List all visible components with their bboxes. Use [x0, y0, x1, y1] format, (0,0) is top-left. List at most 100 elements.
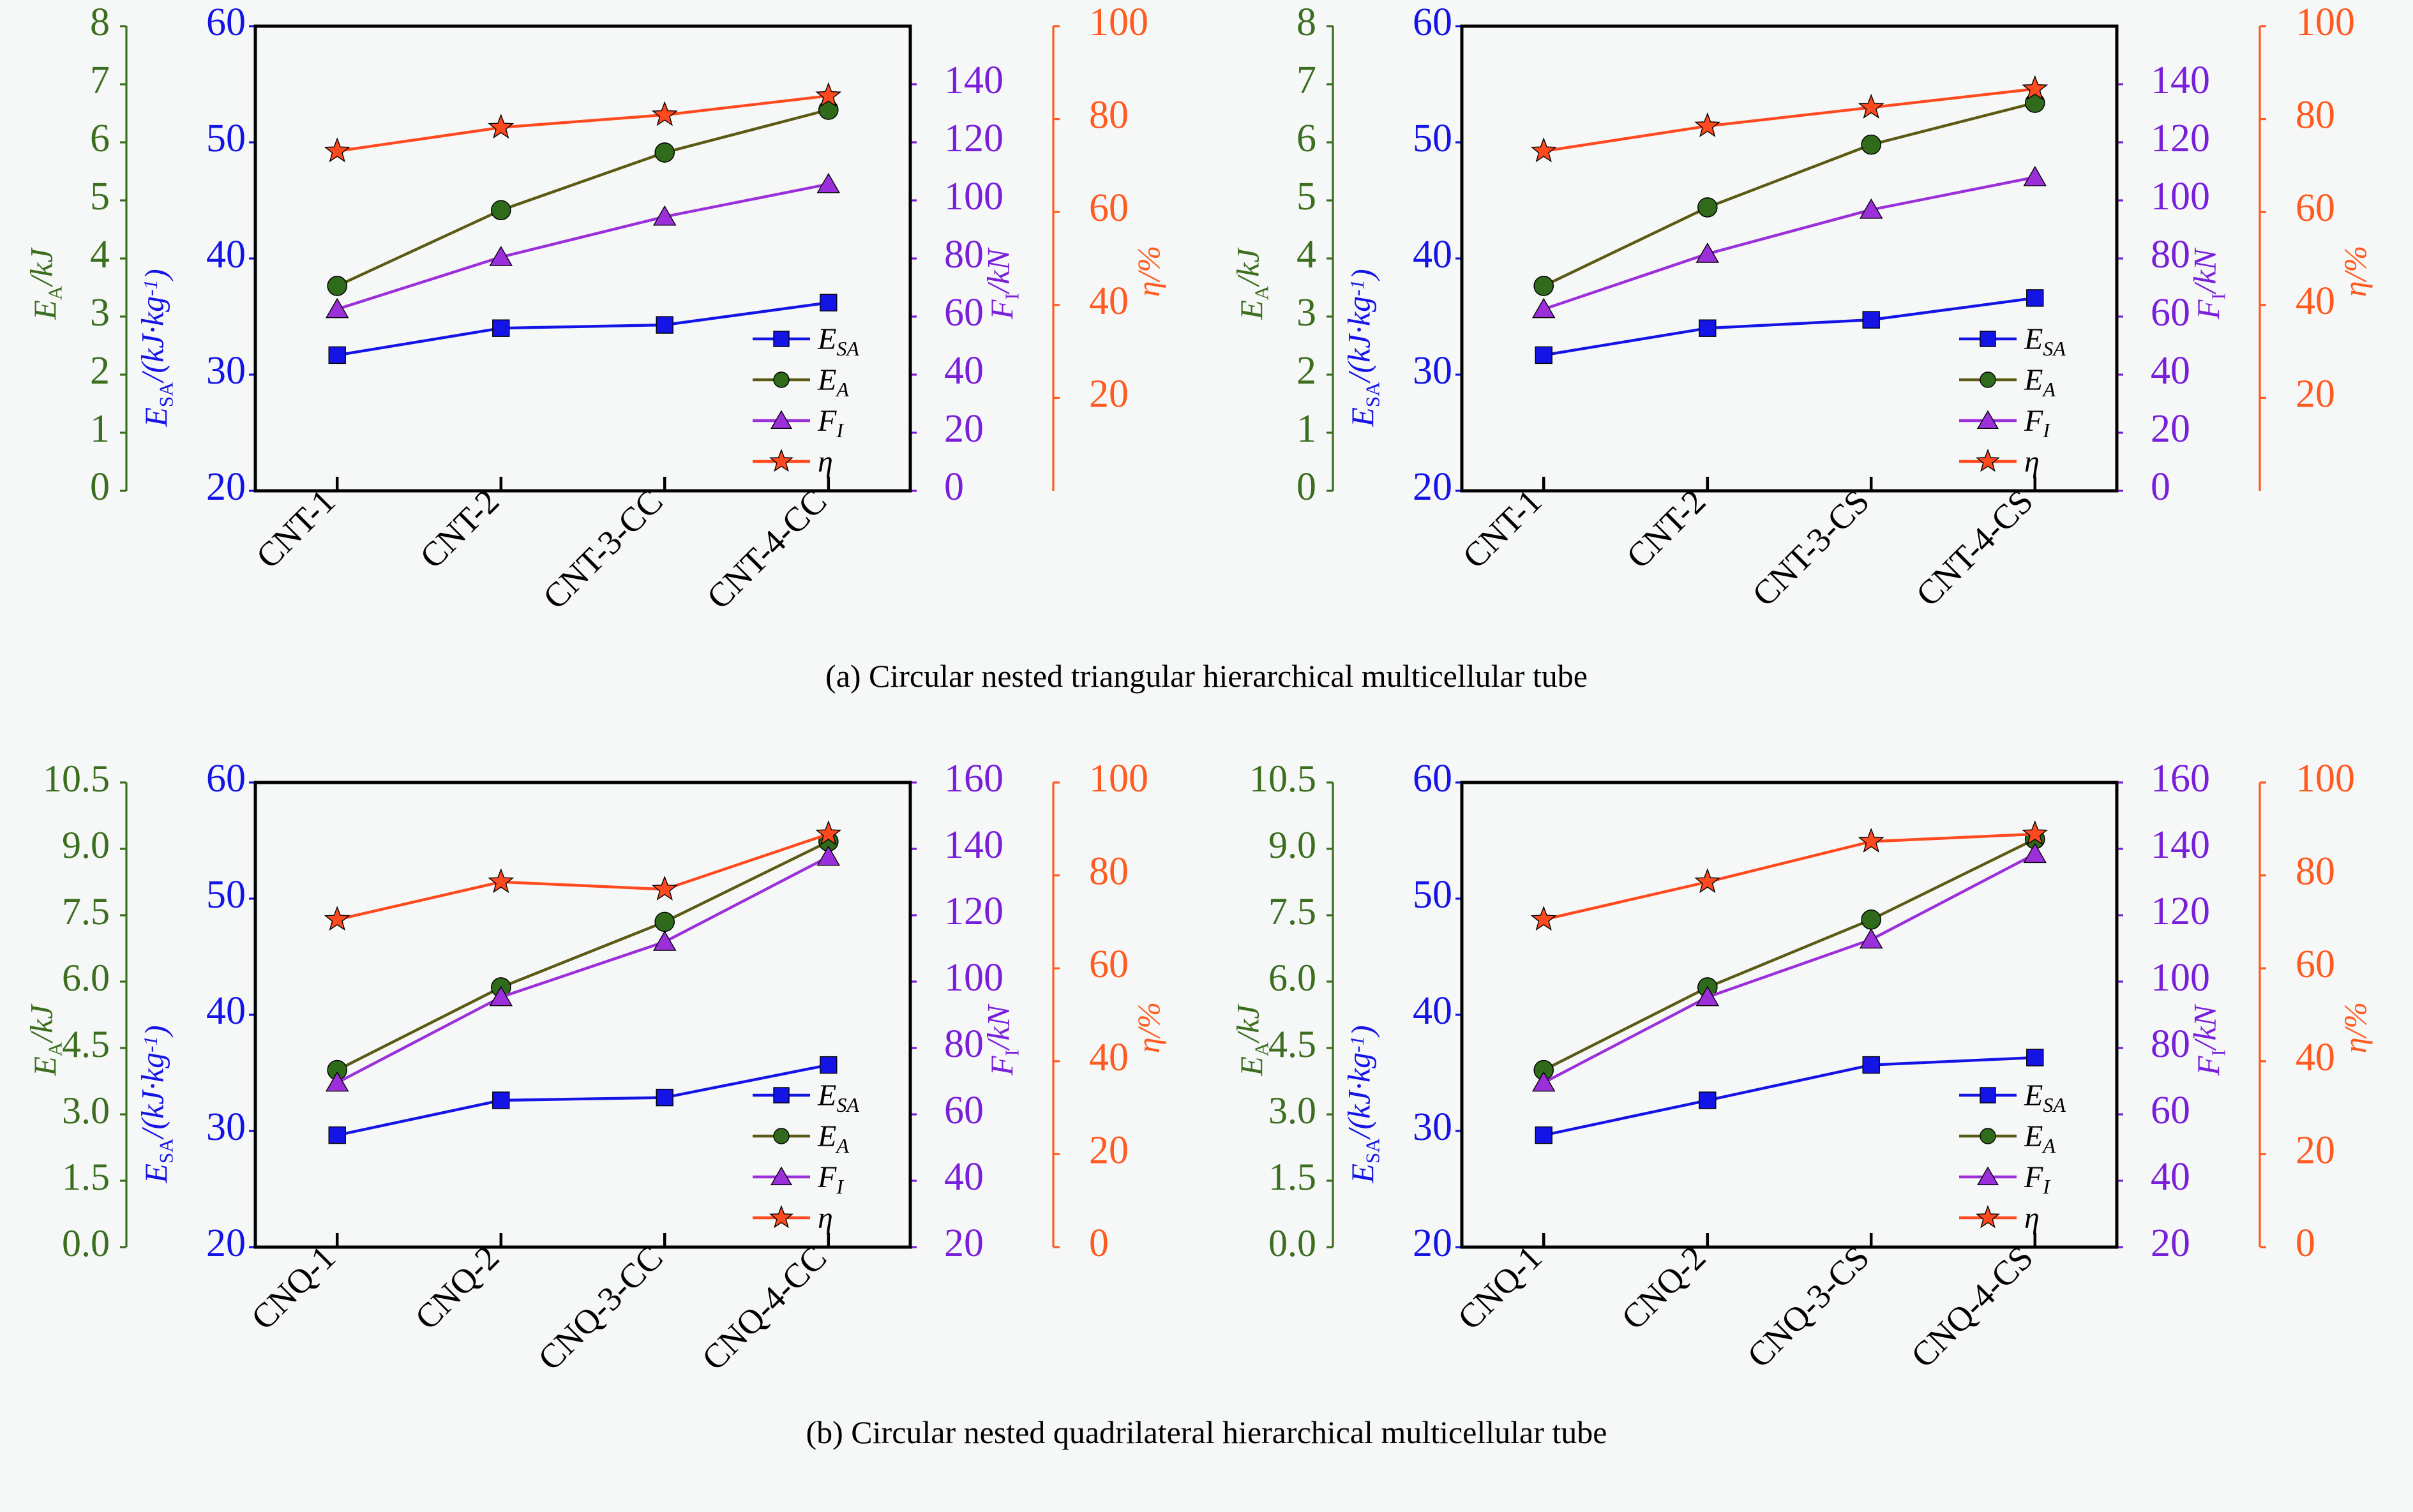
svg-text:0: 0: [2296, 1222, 2315, 1265]
svg-text:CNT-4-CS: CNT-4-CS: [1909, 482, 2041, 614]
svg-text:40: 40: [2151, 349, 2190, 393]
svg-text:0: 0: [90, 465, 110, 509]
svg-text:6: 6: [1297, 117, 1316, 160]
svg-text:8: 8: [1297, 1, 1316, 44]
svg-text:EA​/kJ: EA​/kJ: [23, 1003, 66, 1076]
svg-text:60: 60: [1089, 943, 1129, 986]
svg-text:160: 160: [2151, 757, 2210, 800]
svg-text:80: 80: [2151, 233, 2190, 276]
svg-text:50: 50: [206, 873, 246, 917]
svg-text:ESA​/(kJ·kg-1): ESA​/(kJ·kg-1): [134, 269, 177, 427]
svg-text:EA​/kJ: EA​/kJ: [1229, 1003, 1272, 1076]
svg-text:9.0: 9.0: [62, 824, 110, 866]
svg-text:10.5: 10.5: [1249, 758, 1316, 800]
svg-text:140: 140: [944, 59, 1004, 102]
svg-text:30: 30: [1413, 349, 1452, 393]
svg-text:20: 20: [1089, 1128, 1129, 1172]
svg-text:160: 160: [944, 757, 1004, 800]
svg-text:4.5: 4.5: [62, 1023, 110, 1065]
svg-text:60: 60: [944, 1089, 984, 1132]
svg-text:20: 20: [206, 465, 246, 509]
svg-text:ESA​/(kJ·kg-1): ESA​/(kJ·kg-1): [1341, 269, 1383, 427]
svg-text:0: 0: [2151, 465, 2170, 509]
svg-text:1.5: 1.5: [1268, 1156, 1316, 1198]
svg-text:20: 20: [944, 1222, 984, 1265]
svg-text:FI​/kN: FI​/kN: [980, 1003, 1023, 1076]
svg-text:CNQ-3-CC: CNQ-3-CC: [530, 1238, 670, 1378]
svg-text:40: 40: [2151, 1155, 2190, 1199]
svg-text:η: η: [818, 445, 833, 479]
svg-text:0.0: 0.0: [1268, 1222, 1316, 1264]
svg-text:50: 50: [1413, 117, 1452, 160]
svg-text:20: 20: [944, 407, 984, 451]
svg-text:3.0: 3.0: [1268, 1089, 1316, 1132]
svg-text:CNT-1: CNT-1: [249, 482, 343, 576]
svg-text:0: 0: [1089, 1222, 1109, 1265]
svg-text:80: 80: [2296, 94, 2335, 137]
svg-text:3: 3: [1297, 291, 1316, 334]
svg-text:80: 80: [944, 1022, 984, 1066]
svg-text:CNT-1: CNT-1: [1455, 482, 1549, 576]
svg-text:5: 5: [1297, 175, 1316, 218]
svg-text:9.0: 9.0: [1268, 824, 1316, 866]
svg-text:η: η: [818, 1201, 833, 1235]
svg-text:4: 4: [1297, 233, 1316, 276]
svg-text:6.0: 6.0: [62, 957, 110, 999]
svg-text:CNT-3-CS: CNT-3-CS: [1745, 482, 1877, 614]
svg-text:CNQ-1: CNQ-1: [1450, 1238, 1549, 1337]
svg-text:0: 0: [944, 465, 964, 509]
svg-text:20: 20: [1089, 372, 1129, 415]
svg-text:40: 40: [2296, 280, 2335, 323]
svg-text:EA​/kJ: EA​/kJ: [1229, 247, 1272, 320]
svg-text:5: 5: [90, 175, 110, 218]
svg-text:FI​/kN: FI​/kN: [980, 247, 1023, 320]
svg-text:7.5: 7.5: [62, 890, 110, 932]
svg-text:60: 60: [1413, 1, 1452, 44]
svg-text:40: 40: [944, 1155, 984, 1199]
svg-text:CNQ-2: CNQ-2: [1614, 1238, 1713, 1337]
svg-text:7: 7: [1297, 59, 1316, 102]
svg-text:CNQ-1: CNQ-1: [244, 1238, 343, 1337]
svg-text:40: 40: [206, 989, 246, 1033]
svg-text:η/%: η/%: [2337, 1001, 2373, 1052]
svg-text:100: 100: [2151, 175, 2210, 218]
svg-text:7.5: 7.5: [1268, 890, 1316, 932]
svg-text:100: 100: [2151, 956, 2210, 999]
svg-text:7: 7: [90, 59, 110, 102]
svg-text:60: 60: [2151, 1089, 2190, 1132]
svg-text:ESA​/(kJ·kg-1): ESA​/(kJ·kg-1): [134, 1025, 177, 1183]
svg-text:100: 100: [1089, 1, 1148, 44]
svg-text:4: 4: [90, 233, 110, 276]
svg-text:ESA​/(kJ·kg-1): ESA​/(kJ·kg-1): [1341, 1025, 1383, 1183]
svg-text:60: 60: [2296, 943, 2335, 986]
svg-text:η/%: η/%: [2337, 246, 2373, 297]
svg-text:CNQ-4-CC: CNQ-4-CC: [695, 1238, 834, 1378]
svg-text:40: 40: [206, 233, 246, 276]
svg-text:120: 120: [944, 117, 1004, 160]
svg-text:6.0: 6.0: [1268, 957, 1316, 999]
svg-text:CNT-2: CNT-2: [1619, 482, 1713, 576]
svg-text:η: η: [2024, 445, 2040, 479]
svg-text:100: 100: [944, 175, 1004, 218]
svg-text:40: 40: [1089, 1035, 1129, 1079]
svg-text:50: 50: [1413, 873, 1452, 917]
svg-text:60: 60: [2151, 291, 2190, 334]
svg-text:0: 0: [1297, 465, 1316, 509]
svg-text:80: 80: [1089, 850, 1129, 893]
svg-text:120: 120: [2151, 890, 2210, 933]
svg-text:80: 80: [2151, 1022, 2190, 1066]
svg-text:40: 40: [944, 349, 984, 393]
svg-text:60: 60: [2296, 186, 2335, 230]
svg-text:CNQ-4-CS: CNQ-4-CS: [1904, 1238, 2040, 1375]
svg-text:6: 6: [90, 117, 110, 160]
svg-text:3.0: 3.0: [62, 1089, 110, 1132]
svg-text:4.5: 4.5: [1268, 1023, 1316, 1065]
svg-text:CNT-3-CC: CNT-3-CC: [536, 482, 670, 617]
svg-text:2: 2: [90, 349, 110, 393]
svg-text:CNT-4-CC: CNT-4-CC: [700, 482, 834, 617]
svg-text:120: 120: [944, 890, 1004, 933]
svg-text:100: 100: [944, 956, 1004, 999]
svg-text:CNT-2: CNT-2: [412, 482, 506, 576]
svg-text:20: 20: [2296, 1128, 2335, 1172]
svg-text:20: 20: [2151, 1222, 2190, 1265]
